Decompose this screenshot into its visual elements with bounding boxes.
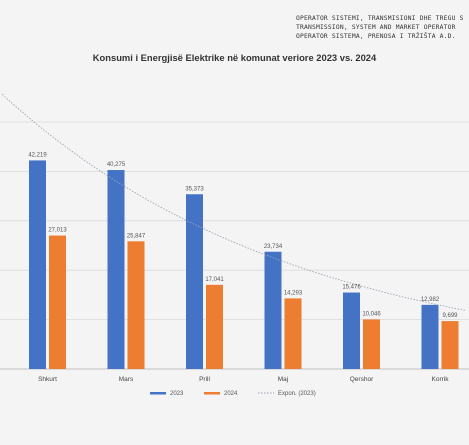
data-label: 12,982 [421,297,440,303]
bar-2023-qershor [343,292,360,369]
data-label: 35,373 [185,186,204,192]
trendline-expon-2023 [1,93,466,311]
bar-2024-korrik [441,321,459,369]
legend-label-trendline: Expon. (2023) [278,391,316,397]
data-label: 9,699 [442,313,458,319]
category-label: Prill [199,376,210,383]
data-label: 40,275 [107,162,126,168]
data-label: 27,013 [48,228,67,234]
data-label: 25,847 [127,233,146,239]
data-label: 23,734 [264,244,283,250]
grid-lines [0,121,469,370]
data-label: 15,476 [342,285,361,291]
bars [29,160,459,369]
header-line-1: OPERATOR SISTEMI, TRANSMISIONI DHE TREGU… [296,15,464,22]
bar-2024-maj [284,298,302,369]
legend-swatch-2024 [204,392,220,395]
bar-2024-shkurt [49,235,66,369]
bar-2024-qershor [363,319,380,369]
category-label: Shkurt [38,376,57,383]
header-line-3: OPERATOR SISTEMA, PRENOSA I TRŽIŠTA A.D. [296,33,456,40]
legend-label-2024: 2024 [224,391,238,397]
trendline-group [1,93,466,311]
bar-2023-prill [186,194,203,369]
company-header: OPERATOR SISTEMI, TRANSMISIONI DHE TREGU… [296,14,469,41]
bar-2023-korrik [421,304,439,369]
legend-swatch-2023 [150,392,166,395]
bar-2024-prill [206,284,223,369]
bar-2023-shkurt [29,160,46,369]
category-label: Maj [278,376,288,383]
category-labels: Shkurt Mars Prill Maj Qershor Korrik [38,376,449,383]
chart-title: Konsumi i Energjisë Elektrike në komunat… [92,52,377,63]
legend: 2023 2024 Expon. (2023) [150,391,316,397]
data-label: 14,293 [284,290,303,296]
data-label: 17,041 [205,277,224,283]
bar-2023-maj [264,251,282,369]
header-line-2: TRANSMISSION, SYSTEM AND MARKET OPERATOR [296,24,456,31]
bar-2024-mars [127,241,145,369]
data-labels: 42,219 40,275 35,373 23,734 15,476 12,982 27,0… [28,152,458,319]
legend-label-2023: 2023 [170,391,184,397]
data-label: 10,046 [362,311,381,317]
bar-2023-mars [107,170,125,369]
category-label: Mars [119,376,134,383]
category-label: Qershor [350,376,374,383]
data-label: 42,219 [28,152,47,158]
category-label: Korrik [432,376,450,383]
